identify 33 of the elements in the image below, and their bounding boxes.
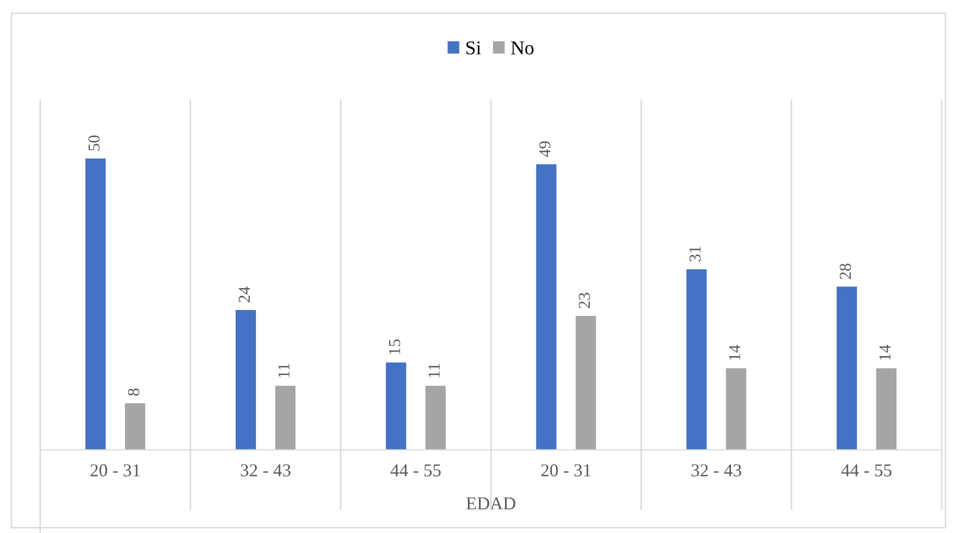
- bar: [124, 403, 146, 450]
- x-axis-title: EDAD: [466, 497, 516, 510]
- data-label: 8: [128, 388, 140, 396]
- data-label: 14: [729, 344, 740, 360]
- x-tick-label: 44 - 55: [390, 464, 441, 476]
- data-label: 23: [578, 292, 590, 308]
- bar: [536, 164, 556, 450]
- x-tick-label: 32 - 43: [692, 464, 742, 476]
- legend-label: Si: [466, 41, 481, 54]
- bar: [726, 368, 746, 450]
- data-label: 49: [539, 141, 550, 157]
- bar: [425, 386, 446, 450]
- bar: [876, 368, 896, 450]
- data-label: 15: [389, 339, 400, 354]
- data-label: 14: [879, 344, 890, 360]
- bar: [576, 316, 596, 450]
- x-tick-label: 20 - 31: [90, 464, 140, 476]
- data-label: 24: [238, 286, 250, 302]
- legend-label: No: [511, 42, 534, 54]
- bar: [836, 286, 857, 450]
- x-tick-label: 20 - 31: [541, 464, 591, 476]
- bar: [85, 158, 106, 450]
- x-tick-label: 44 - 55: [841, 464, 892, 476]
- data-label: 11: [278, 364, 290, 378]
- data-label: 50: [88, 135, 100, 151]
- x-tick-label: 32 - 43: [240, 464, 290, 476]
- bar: [275, 386, 296, 450]
- data-label: 31: [690, 246, 701, 262]
- bar: [236, 310, 256, 450]
- bar: [386, 362, 406, 450]
- data-label: 28: [840, 264, 851, 279]
- bar: [686, 269, 707, 450]
- data-label: 11: [428, 364, 440, 378]
